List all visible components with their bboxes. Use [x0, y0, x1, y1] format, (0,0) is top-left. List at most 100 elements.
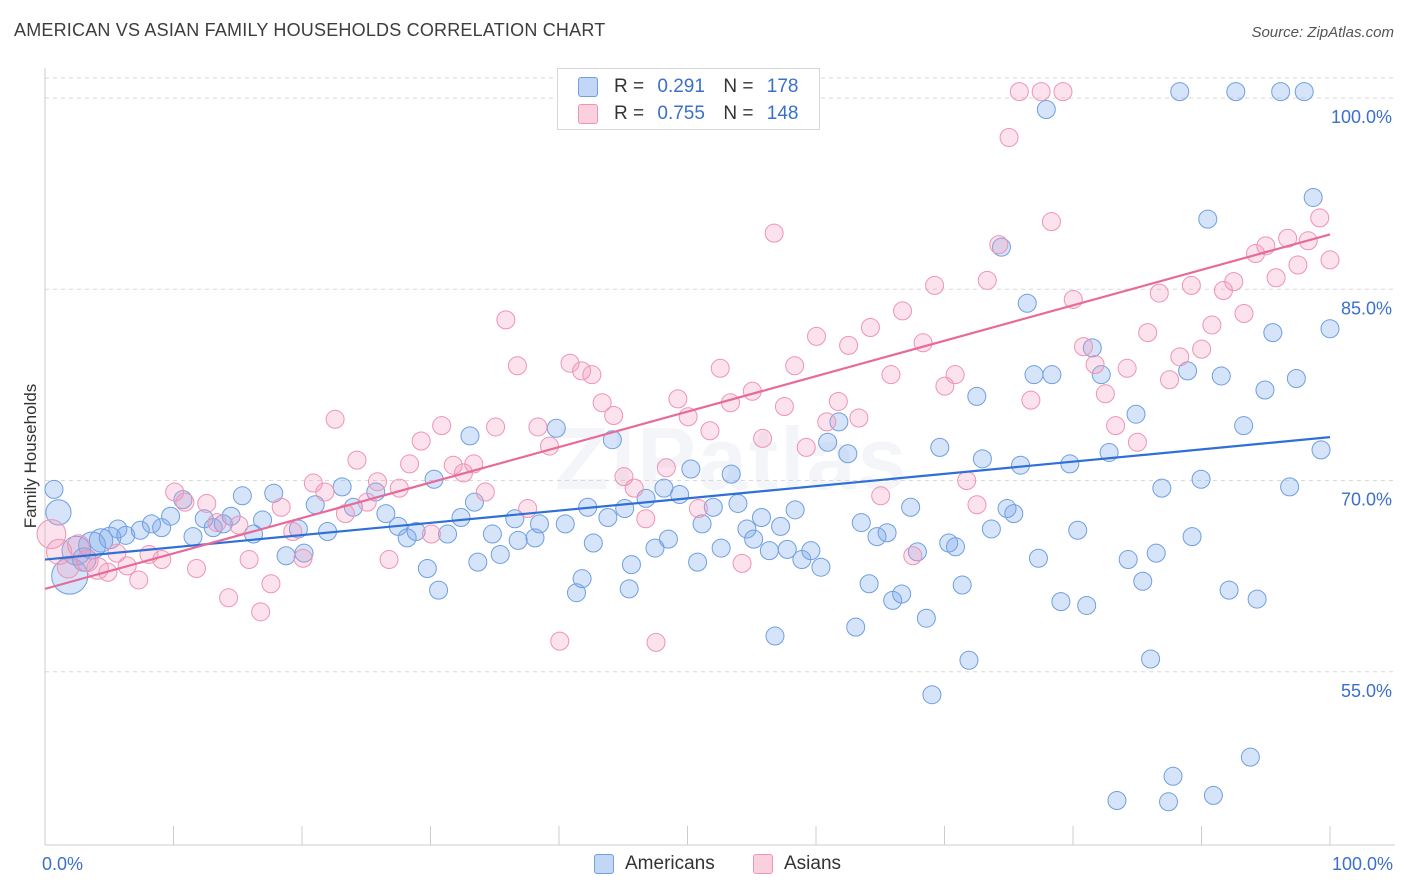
- asians-n-value: 148: [766, 103, 799, 124]
- legend-item-asians[interactable]: Asians: [753, 851, 841, 877]
- americans-point: [1141, 649, 1161, 669]
- asians-point: [1095, 384, 1115, 404]
- tick-labels: 55.0% 70.0% 85.0% 100.0% 0.0% 100.0%: [42, 107, 1393, 874]
- asians-point: [1170, 347, 1190, 367]
- watermark: ZIPatlas: [555, 409, 909, 508]
- americans-point: [213, 514, 233, 534]
- americans-point: [376, 504, 396, 524]
- asians-point: [475, 482, 495, 502]
- asians-point: [36, 519, 67, 549]
- americans-point: [1170, 82, 1190, 102]
- asians-point: [656, 458, 676, 478]
- asians-point: [1288, 255, 1308, 275]
- americans-point: [1118, 550, 1138, 570]
- asians-point: [604, 405, 624, 425]
- legend-item-americans[interactable]: Americans: [594, 851, 715, 877]
- asians-point: [710, 358, 730, 378]
- x-tick-label: 100.0%: [1332, 854, 1393, 874]
- asians-point: [1031, 82, 1051, 102]
- asians-point: [1009, 82, 1029, 102]
- americans-point: [851, 513, 871, 533]
- americans-point: [1163, 766, 1183, 786]
- americans-point: [952, 575, 972, 595]
- americans-point: [997, 499, 1017, 519]
- asians-point: [582, 365, 602, 385]
- americans-point: [670, 485, 690, 505]
- americans-point: [1060, 454, 1080, 474]
- correlation-legend: R = 0.291 N = 178 R = 0.755 N = 148: [557, 68, 820, 130]
- asians-point: [486, 417, 506, 437]
- asians-point: [560, 353, 580, 373]
- asians-point: [624, 478, 644, 498]
- americans-point: [703, 497, 723, 517]
- asians-point: [1117, 358, 1137, 378]
- asians-point: [646, 632, 666, 652]
- americans-point: [1107, 791, 1127, 811]
- americans-n-value: 178: [766, 76, 799, 97]
- americans-point: [901, 497, 921, 517]
- asians-swatch: [578, 104, 598, 124]
- americans-swatch: [578, 77, 598, 97]
- americans-point: [1159, 792, 1179, 812]
- asians-point: [389, 478, 409, 498]
- asians-point: [550, 631, 570, 651]
- americans-point: [645, 538, 665, 558]
- americans-point: [892, 584, 912, 604]
- asians-point: [967, 495, 987, 515]
- asians-point: [1320, 250, 1340, 270]
- y-tick-label: 85.0%: [1341, 298, 1392, 318]
- americans-point: [583, 533, 603, 553]
- asians-r-value: 0.755: [657, 103, 705, 124]
- americans-point: [1077, 595, 1097, 615]
- asians-point: [496, 310, 516, 330]
- americans-point: [1240, 747, 1260, 767]
- americans-point: [116, 525, 136, 545]
- y-tick-label: 70.0%: [1341, 490, 1392, 510]
- legend-row-americans: R = 0.291 N = 178: [578, 75, 798, 99]
- n-label: N =: [723, 76, 754, 97]
- asians-point: [507, 356, 527, 376]
- asians-point: [1181, 275, 1201, 295]
- americans-point: [765, 626, 785, 646]
- americans-point: [744, 529, 764, 549]
- asians-point: [764, 223, 784, 243]
- asians-point: [528, 417, 548, 437]
- americans-point: [1036, 99, 1056, 119]
- americans-point: [1255, 380, 1275, 400]
- americans-point: [801, 541, 821, 561]
- asians-point: [1138, 323, 1158, 343]
- americans-point: [1152, 478, 1172, 498]
- americans-point: [572, 569, 592, 589]
- asians-point: [411, 431, 431, 451]
- americans-point: [615, 499, 635, 519]
- asians-point: [871, 486, 891, 506]
- americans-points: [44, 82, 1340, 812]
- americans-point: [681, 459, 701, 479]
- americans-point: [922, 685, 942, 705]
- americans-point: [967, 386, 987, 406]
- americans-point: [1146, 543, 1166, 563]
- americans-point: [1226, 82, 1246, 102]
- asians-point: [347, 450, 367, 470]
- americans-point: [1286, 369, 1306, 388]
- americans-point: [1303, 187, 1323, 207]
- americans-point: [1211, 366, 1231, 386]
- asians-point: [817, 412, 837, 432]
- americans-point: [438, 524, 458, 544]
- asians-point: [1021, 390, 1041, 410]
- americans-point: [1191, 469, 1211, 489]
- asians-point: [721, 393, 741, 413]
- asians-point: [293, 548, 313, 568]
- asians-point: [1160, 370, 1180, 390]
- americans-point: [451, 507, 471, 527]
- americans-point: [1133, 571, 1153, 591]
- asians-point: [251, 602, 271, 622]
- americans-point: [1320, 319, 1340, 339]
- americans-point: [777, 539, 797, 559]
- americans-point: [1263, 323, 1283, 343]
- y-axis-label: Family Households: [21, 384, 40, 529]
- americans-legend-swatch: [594, 854, 614, 874]
- americans-point: [508, 530, 528, 550]
- asians-point: [432, 416, 452, 436]
